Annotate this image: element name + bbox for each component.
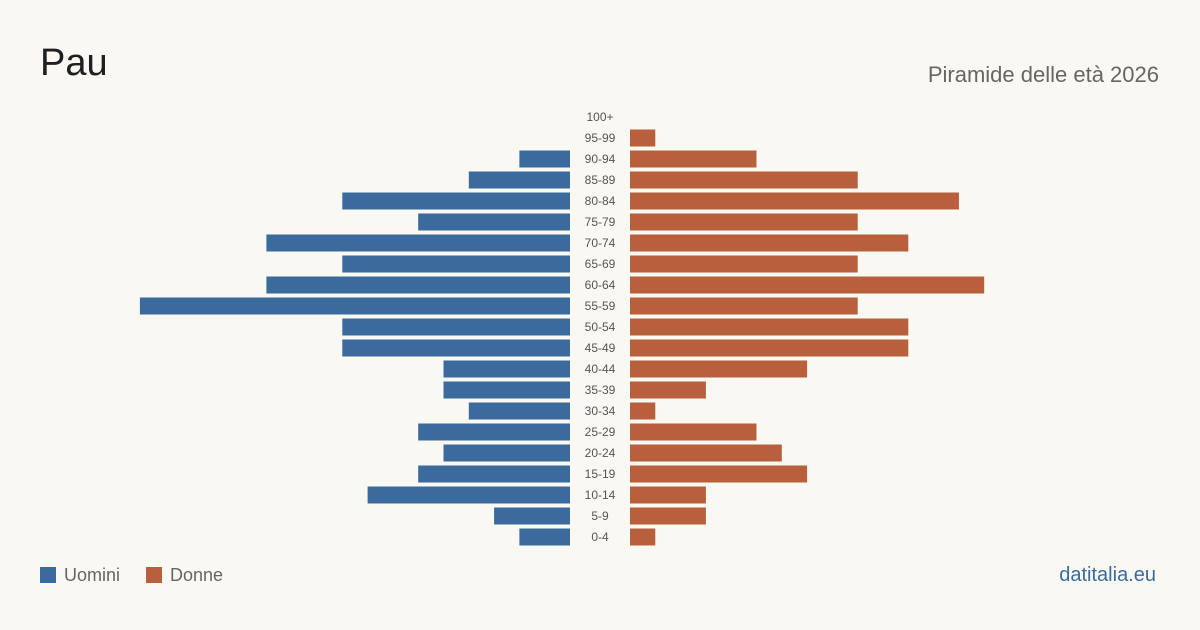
age-label-80-84: 80-84 bbox=[585, 194, 616, 208]
bar-women-15-19[interactable] bbox=[630, 465, 808, 483]
men-series bbox=[139, 150, 571, 546]
women-series bbox=[630, 129, 985, 546]
age-label-95-99: 95-99 bbox=[585, 131, 616, 145]
bar-men-60-64[interactable] bbox=[266, 276, 570, 294]
age-label-50-54: 50-54 bbox=[585, 320, 616, 334]
age-label-90-94: 90-94 bbox=[585, 152, 616, 166]
bar-women-20-24[interactable] bbox=[630, 444, 782, 462]
bar-men-65-69[interactable] bbox=[342, 255, 570, 273]
age-label-45-49: 45-49 bbox=[585, 341, 616, 355]
bar-men-55-59[interactable] bbox=[139, 297, 570, 315]
bar-women-75-79[interactable] bbox=[630, 213, 858, 231]
bar-men-90-94[interactable] bbox=[519, 150, 570, 168]
bar-men-25-29[interactable] bbox=[418, 423, 570, 441]
bar-men-35-39[interactable] bbox=[443, 381, 571, 399]
source-link[interactable]: datitalia.eu bbox=[1059, 564, 1156, 586]
bar-men-45-49[interactable] bbox=[342, 339, 570, 357]
chart-subtitle: Piramide delle età 2026 bbox=[927, 62, 1159, 87]
age-label-55-59: 55-59 bbox=[585, 299, 616, 313]
bar-men-85-89[interactable] bbox=[468, 171, 570, 189]
age-label-20-24: 20-24 bbox=[585, 446, 616, 460]
bar-women-45-49[interactable] bbox=[630, 339, 909, 357]
age-label-70-74: 70-74 bbox=[585, 236, 616, 250]
bar-women-60-64[interactable] bbox=[630, 276, 985, 294]
legend-label-men: Uomini bbox=[64, 565, 121, 585]
bar-women-50-54[interactable] bbox=[630, 318, 909, 336]
age-label-15-19: 15-19 bbox=[585, 467, 616, 481]
bar-women-40-44[interactable] bbox=[630, 360, 808, 378]
men-swatch bbox=[40, 567, 56, 583]
bar-women-55-59[interactable] bbox=[630, 297, 858, 315]
bar-women-30-34[interactable] bbox=[630, 402, 656, 420]
legend: Uomini Donne bbox=[40, 566, 249, 584]
bar-women-5-9[interactable] bbox=[630, 507, 706, 525]
bar-men-80-84[interactable] bbox=[342, 192, 570, 210]
bar-men-15-19[interactable] bbox=[418, 465, 570, 483]
bar-women-85-89[interactable] bbox=[630, 171, 858, 189]
bar-women-35-39[interactable] bbox=[630, 381, 706, 399]
legend-item-men[interactable]: Uomini bbox=[40, 566, 120, 584]
age-label-40-44: 40-44 bbox=[585, 362, 616, 376]
bar-men-5-9[interactable] bbox=[494, 507, 570, 525]
bar-women-70-74[interactable] bbox=[630, 234, 909, 252]
bar-women-65-69[interactable] bbox=[630, 255, 858, 273]
bar-women-10-14[interactable] bbox=[630, 486, 706, 504]
age-label-100plus: 100+ bbox=[586, 110, 613, 124]
legend-label-women: Donne bbox=[170, 565, 224, 585]
women-swatch bbox=[146, 567, 163, 583]
age-label-30-34: 30-34 bbox=[585, 404, 616, 418]
age-label-5-9: 5-9 bbox=[591, 509, 609, 523]
bar-women-25-29[interactable] bbox=[630, 423, 757, 441]
bar-men-50-54[interactable] bbox=[342, 318, 570, 336]
bar-women-95-99[interactable] bbox=[630, 129, 656, 147]
age-label-10-14: 10-14 bbox=[585, 488, 616, 502]
chart-title: Pau bbox=[40, 42, 108, 84]
bar-women-90-94[interactable] bbox=[630, 150, 757, 168]
age-label-65-69: 65-69 bbox=[585, 257, 616, 271]
bar-men-20-24[interactable] bbox=[443, 444, 571, 462]
age-label-60-64: 60-64 bbox=[585, 278, 616, 292]
bar-men-75-79[interactable] bbox=[418, 213, 570, 231]
bar-women-80-84[interactable] bbox=[630, 192, 959, 210]
bar-men-0-4[interactable] bbox=[519, 528, 570, 546]
bar-men-10-14[interactable] bbox=[367, 486, 570, 504]
age-group-labels: 100+ 95-99 90-94 85-89 80-84 75-79 70-74 65-69 6… bbox=[585, 110, 616, 544]
age-label-25-29: 25-29 bbox=[585, 425, 616, 439]
bar-men-70-74[interactable] bbox=[266, 234, 570, 252]
age-label-85-89: 85-89 bbox=[585, 173, 616, 187]
age-label-75-79: 75-79 bbox=[585, 215, 616, 229]
age-label-35-39: 35-39 bbox=[585, 383, 616, 397]
age-label-0-4: 0-4 bbox=[591, 530, 609, 544]
bar-women-0-4[interactable] bbox=[630, 528, 656, 546]
bar-men-30-34[interactable] bbox=[468, 402, 570, 420]
legend-item-women[interactable]: Donne bbox=[146, 566, 223, 584]
bar-men-40-44[interactable] bbox=[443, 360, 571, 378]
